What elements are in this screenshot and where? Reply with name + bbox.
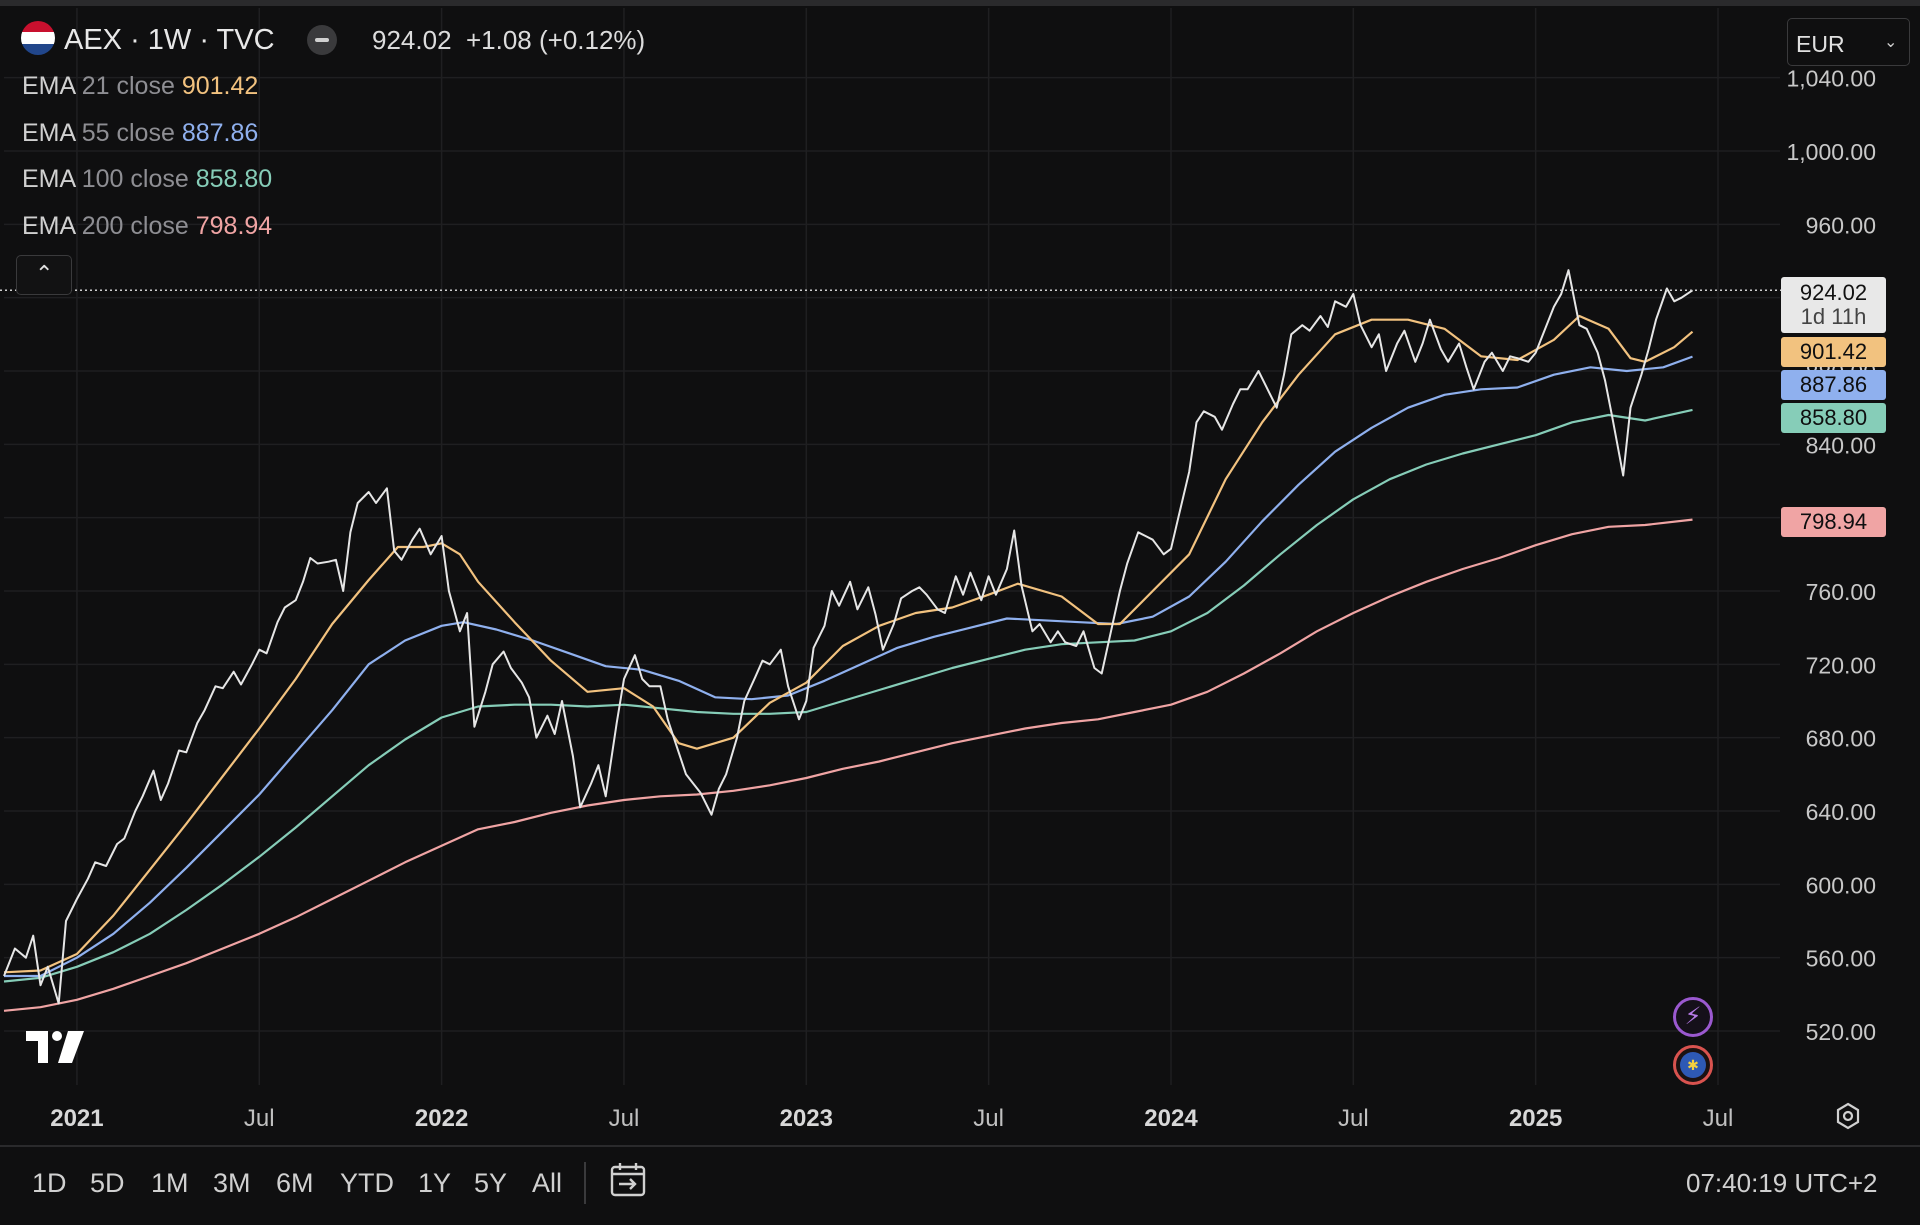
indicator-ema-200[interactable]: EMA 200 close 798.94 — [22, 214, 272, 239]
x-tick-label: Jul — [244, 1105, 275, 1132]
window-frame — [0, 0, 1920, 6]
go-to-date-icon[interactable] — [609, 1160, 649, 1200]
x-tick-label: 2021 — [50, 1105, 103, 1132]
indicator-ema-55[interactable]: EMA 55 close 887.86 — [22, 121, 258, 146]
y-tick-label: 840.00 — [1806, 432, 1876, 458]
indicator-label: EMA — [22, 165, 75, 193]
y-tick-label: 600.00 — [1806, 872, 1876, 898]
y-tick-label: 680.00 — [1806, 726, 1876, 752]
timeframe-all[interactable]: All — [532, 1168, 563, 1198]
symbol-title[interactable]: AEX · 1W · TVC — [64, 24, 275, 56]
indicator-params: 21 close — [81, 72, 175, 100]
grid — [4, 8, 1780, 1085]
series-line-ema-100 — [3, 408, 1693, 983]
last-price-value: 924.02 — [1799, 280, 1868, 305]
timeframe-1y[interactable]: 1Y — [418, 1168, 452, 1198]
indicator-label: EMA — [22, 212, 75, 240]
last-price-badge: 924.02 1d 11h — [1781, 277, 1886, 333]
indicator-ema-100[interactable]: EMA 100 close 858.80 — [22, 167, 272, 192]
x-tick-label: Jul — [1338, 1105, 1369, 1132]
indicator-value: 901.42 — [181, 72, 259, 100]
x-tick-label: 2022 — [415, 1105, 468, 1132]
y-tick-label: 520.00 — [1806, 1019, 1876, 1045]
indicator-value: 887.86 — [181, 119, 259, 147]
indicator-params: 200 close — [81, 212, 189, 240]
x-tick-label: Jul — [609, 1105, 640, 1132]
legend-collapse-button[interactable]: ⌃ — [16, 255, 72, 295]
ema-200-badge: 798.94 — [1781, 507, 1886, 537]
bottom-toolbar — [0, 1145, 1920, 1225]
settings-gear-icon[interactable] — [1834, 1102, 1862, 1130]
timeframe-5y[interactable]: 5Y — [474, 1168, 508, 1198]
series-line-aex — [3, 269, 1694, 1005]
timeframe-6m[interactable]: 6M — [276, 1168, 314, 1198]
y-tick-label: 560.00 — [1806, 946, 1876, 972]
bar-countdown: 1d 11h — [1800, 304, 1867, 329]
timeframe-ytd[interactable]: YTD — [340, 1168, 394, 1198]
lightning-event-icon[interactable]: ⚡ — [1673, 997, 1713, 1037]
currency-select[interactable]: EUR ⌄ — [1787, 18, 1910, 66]
timeframe-3m[interactable]: 3M — [213, 1168, 251, 1198]
indicator-ema-21[interactable]: EMA 21 close 901.42 — [22, 74, 258, 99]
eu-event-icon[interactable]: ✱ — [1673, 1045, 1713, 1085]
series-line-ema-200 — [3, 518, 1693, 1012]
chevron-down-icon: ⌄ — [1884, 34, 1898, 51]
timeframe-1d[interactable]: 1D — [32, 1168, 67, 1198]
ema-55-badge: 887.86 — [1781, 370, 1886, 400]
x-tick-label: 2025 — [1509, 1105, 1562, 1132]
x-tick-label: Jul — [973, 1105, 1004, 1132]
minus-icon — [315, 38, 329, 42]
clock[interactable]: 07:40:19 UTC+2 — [1686, 1168, 1878, 1198]
chevron-up-icon: ⌃ — [35, 261, 54, 286]
timeframe-5d[interactable]: 5D — [90, 1168, 125, 1198]
y-tick-label: 1,000.00 — [1786, 139, 1876, 165]
price-change: 924.02 +1.08 (+0.12%) — [372, 25, 646, 55]
indicator-label: EMA — [22, 119, 75, 147]
price-chart[interactable]: 520.00 560.00 600.00 640.00 680.00 720.00 760.… — [0, 0, 1920, 1145]
y-tick-label: 1,040.00 — [1786, 66, 1876, 92]
ema-100-badge: 858.80 — [1781, 403, 1886, 433]
y-tick-label: 960.00 — [1806, 212, 1876, 238]
x-tick-label: 2023 — [780, 1105, 833, 1132]
series-line-ema-21 — [3, 314, 1694, 974]
series-line-ema-55 — [4, 355, 1693, 978]
toolbar-divider — [584, 1162, 586, 1204]
collapse-indicator-button[interactable] — [307, 25, 337, 55]
indicator-params: 55 close — [81, 119, 175, 147]
y-tick-label: 720.00 — [1806, 652, 1876, 678]
indicator-value: 798.94 — [195, 212, 273, 240]
y-tick-label: 640.00 — [1806, 799, 1876, 825]
currency-value: EUR — [1796, 31, 1845, 57]
tradingview-logo-icon[interactable] — [26, 1031, 86, 1063]
ema-21-badge: 901.42 — [1781, 337, 1886, 367]
indicator-params: 100 close — [81, 165, 189, 193]
flag-icon — [21, 21, 55, 55]
series-lines — [3, 269, 1694, 1012]
indicator-value: 858.80 — [195, 165, 273, 193]
timeframe-1m[interactable]: 1M — [151, 1168, 189, 1198]
indicator-label: EMA — [22, 72, 75, 100]
y-tick-label: 760.00 — [1806, 579, 1876, 605]
axes: 520.00 560.00 600.00 640.00 680.00 720.00 760.… — [0, 66, 1876, 1132]
x-tick-label: Jul — [1703, 1105, 1734, 1132]
x-tick-label: 2024 — [1144, 1105, 1198, 1132]
